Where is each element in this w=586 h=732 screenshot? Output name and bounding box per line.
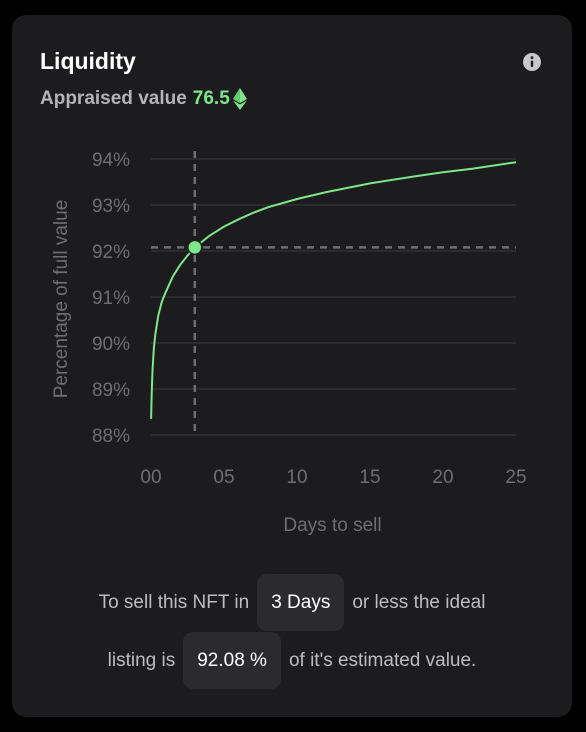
summary-line-2: listing is 92.08 % of it's estimated val… [12,632,572,689]
y-tick-label: 93% [92,196,130,217]
y-tick-label: 94% [92,150,130,171]
info-icon[interactable] [522,52,542,72]
summary-text-2: or less the ideal [352,591,486,613]
y-tick-label: 90% [92,334,130,355]
summary-text-3: listing is [107,649,176,671]
appraised-value: Appraised value 76.5 [40,88,247,110]
appraised-label: Appraised value [40,88,187,109]
summary-text-4: of it's estimated value. [288,649,477,671]
y-tick-label: 91% [92,288,130,309]
summary-text-1: To sell this NFT in [98,591,250,613]
x-axis-ticks: 00 05 10 15 20 25 [140,467,526,488]
summary-line-1: To sell this NFT in 3 Days or less the i… [12,574,572,631]
ethereum-icon [232,88,247,110]
series-line [150,161,517,419]
x-tick-label: 05 [213,467,234,488]
x-tick-label: 15 [359,467,380,488]
selected-point-marker[interactable] [187,239,203,256]
x-tick-label: 20 [432,467,453,488]
days-selector[interactable]: 3 Days [257,574,345,631]
x-axis-label: Days to sell [283,515,381,536]
liquidity-chart: 88% 89% 90% 91% 92% 93% 94% 00 05 10 15 20 25 Perce… [51,150,527,536]
y-axis-label: Percentage of full value [51,200,72,399]
appraised-amount: 76.5 [192,88,230,109]
x-tick-label: 00 [140,467,161,488]
card-title: Liquidity [40,48,136,74]
y-tick-label: 92% [92,242,130,263]
percent-value: 92.08 % [183,632,281,689]
x-tick-label: 10 [286,467,307,488]
chart-grid [151,158,516,436]
y-tick-label: 89% [92,380,130,401]
x-tick-label: 25 [505,467,526,488]
y-tick-label: 88% [92,426,130,447]
liquidity-card: Liquidity Appraised value 76.5 88% 89% 90%… [12,15,572,717]
marker-guides [151,151,516,437]
y-axis-ticks: 88% 89% 90% 91% 92% 93% 94% [92,150,130,447]
